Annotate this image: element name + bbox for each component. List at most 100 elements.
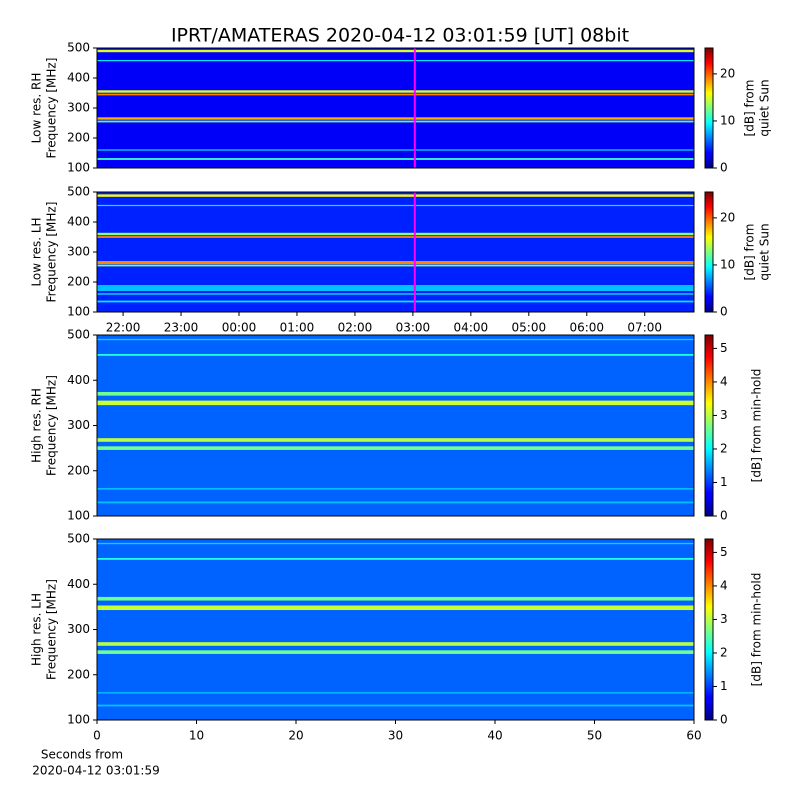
colorbar <box>704 47 714 169</box>
colorbar-tick-label: 1 <box>720 475 728 489</box>
band <box>97 49 694 53</box>
colorbar-tick-label: 1 <box>720 679 728 693</box>
x-tick-label: 23:00 <box>164 321 199 335</box>
colorbar-tick-label: 10 <box>720 257 735 271</box>
band <box>97 400 694 406</box>
background <box>97 335 694 516</box>
background <box>97 539 694 720</box>
band <box>97 60 694 62</box>
x-tick-label: 10 <box>189 729 204 743</box>
band <box>97 650 694 654</box>
band <box>97 194 694 197</box>
x-tick-label: 04:00 <box>454 321 489 335</box>
colorbar-tick-label: 0 <box>720 305 728 319</box>
x-tick-label: 22:00 <box>106 321 141 335</box>
band <box>97 354 694 356</box>
y-tick-label: 300 <box>67 622 90 636</box>
y-tick-label: 200 <box>67 463 90 477</box>
y-axis-label: Frequency [MHz] <box>45 58 59 159</box>
band <box>97 264 694 267</box>
colorbar-tick-label: 0 <box>720 161 728 175</box>
x-tick-label: 0 <box>93 729 101 743</box>
band <box>97 542 694 545</box>
band <box>97 605 694 611</box>
colorbar-tick-label: 3 <box>720 408 728 422</box>
colorbar-tick-label: 4 <box>720 374 728 388</box>
spectrogram <box>97 48 694 168</box>
band <box>97 338 694 341</box>
x-tick-label: 07:00 <box>627 321 662 335</box>
x-tick-label: 20 <box>288 729 303 743</box>
band <box>97 149 694 151</box>
y-tick-label: 500 <box>67 41 90 55</box>
y-tick-label: 200 <box>67 667 90 681</box>
colorbar-tick-label: 5 <box>720 545 728 559</box>
band <box>97 120 694 123</box>
colorbar <box>704 538 714 721</box>
band <box>97 488 694 490</box>
y-tick-label: 500 <box>67 185 90 199</box>
band <box>97 704 694 707</box>
spectrogram <box>97 335 694 516</box>
y-tick-label: 100 <box>67 305 90 319</box>
y-tick-label: 400 <box>67 577 90 591</box>
y-axis-label: Frequency [MHz] <box>45 202 59 303</box>
colorbar-tick-label: 10 <box>720 113 735 127</box>
y-tick-label: 400 <box>67 373 90 387</box>
colorbar-tick-label: 0 <box>720 509 728 523</box>
background <box>97 192 694 312</box>
y-tick-label: 200 <box>67 131 90 145</box>
band <box>97 446 694 450</box>
colorbar-tick-label: 0 <box>720 713 728 727</box>
y-tick-label: 100 <box>67 713 90 727</box>
x-tick-label: 03:00 <box>396 321 431 335</box>
colorbar-label: [dB] from <box>743 224 757 281</box>
x-tick-label: 30 <box>388 729 403 743</box>
colorbar-label: [dB] from min-hold <box>750 369 764 483</box>
colorbar-label: quiet Sun <box>758 223 772 280</box>
band <box>97 117 694 120</box>
colorbar-tick-label: 2 <box>720 441 728 455</box>
x-tick-label: 05:00 <box>512 321 547 335</box>
y-axis-label: High res. RH <box>30 388 44 463</box>
band <box>97 293 694 295</box>
colorbar-tick-label: 3 <box>720 612 728 626</box>
colorbar-tick-label: 2 <box>720 645 728 659</box>
background <box>97 48 694 168</box>
band <box>97 501 694 504</box>
colorbar-tick-label: 5 <box>720 341 728 355</box>
band <box>97 236 694 238</box>
y-tick-label: 400 <box>67 71 90 85</box>
band <box>97 285 694 291</box>
colorbar-label: [dB] from <box>743 80 757 137</box>
x-tick-label: 50 <box>587 729 602 743</box>
colorbar <box>704 334 714 517</box>
x-axis-label: Seconds from <box>41 748 123 762</box>
y-tick-label: 500 <box>67 328 90 342</box>
band <box>97 90 694 93</box>
spectrogram <box>97 539 694 720</box>
y-tick-label: 300 <box>67 418 90 432</box>
colorbar-label: quiet Sun <box>758 79 772 136</box>
x-tick-label: 01:00 <box>280 321 315 335</box>
x-axis-label: 2020-04-12 03:01:59 <box>32 764 159 778</box>
band <box>97 392 694 396</box>
y-tick-label: 300 <box>67 101 90 115</box>
y-axis-label: Low res. RH <box>30 73 44 144</box>
band <box>97 300 694 303</box>
band <box>97 261 694 264</box>
colorbar-label: [dB] from min-hold <box>750 573 764 687</box>
band <box>97 642 694 646</box>
y-tick-label: 300 <box>67 245 90 259</box>
figure-title: IPRT/AMATERAS 2020-04-12 03:01:59 [UT] 0… <box>171 25 629 47</box>
y-tick-label: 200 <box>67 275 90 289</box>
y-tick-label: 100 <box>67 161 90 175</box>
y-axis-label: High res. LH <box>30 593 44 666</box>
y-axis-label: Low res. LH <box>30 217 44 286</box>
colorbar-tick-label: 20 <box>720 66 735 80</box>
colorbar-tick-label: 4 <box>720 578 728 592</box>
colorbar <box>704 191 714 313</box>
x-tick-label: 60 <box>686 729 701 743</box>
colorbar-tick-label: 20 <box>720 210 735 224</box>
